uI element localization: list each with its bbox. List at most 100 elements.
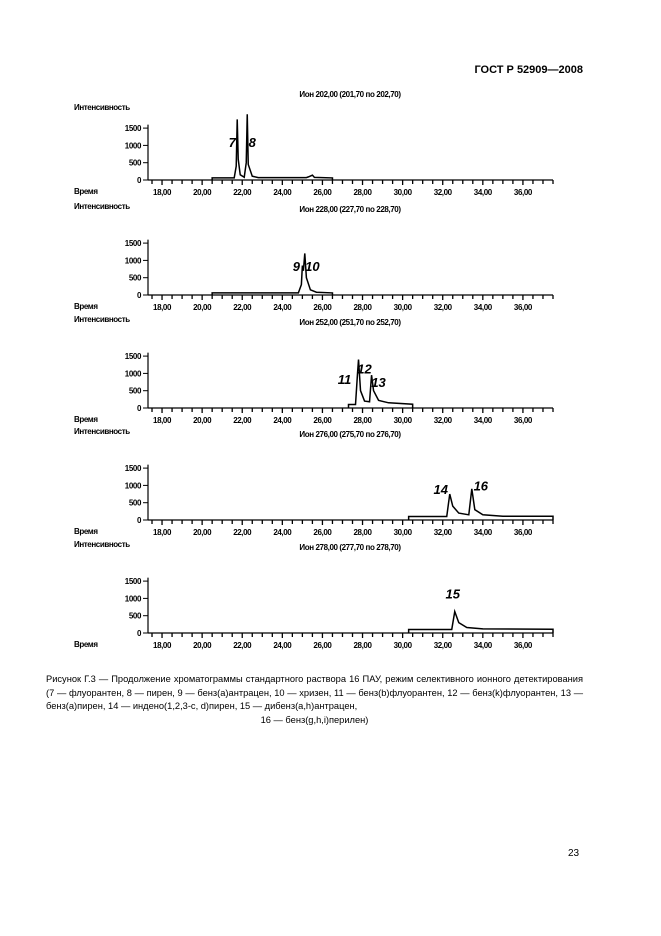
x-tick-label: 26,00 (313, 641, 332, 650)
y-axis-label: Интенсивность (74, 540, 130, 549)
peak-label: 7 (229, 135, 237, 150)
x-tick-label: 36,00 (514, 188, 533, 197)
peak-label: 11 (338, 372, 352, 387)
x-axis-label: Время (74, 187, 98, 196)
figure-caption: Рисунок Г.3 — Продолжение хроматограммы … (46, 673, 583, 727)
peak-label: 12 (357, 361, 372, 376)
x-tick-label: 18,00 (153, 416, 172, 425)
y-tick-label: 1000 (125, 594, 142, 603)
x-tick-label: 26,00 (313, 528, 332, 537)
y-tick-label: 1000 (125, 141, 142, 150)
x-tick-label: 34,00 (474, 188, 493, 197)
x-axis-label: Время (74, 415, 98, 424)
peak-label: 15 (446, 586, 461, 601)
x-tick-label: 28,00 (354, 188, 373, 197)
y-tick-label: 500 (129, 612, 142, 621)
y-tick-label: 0 (137, 404, 142, 413)
x-tick-label: 22,00 (233, 188, 252, 197)
x-axis-label: Время (74, 527, 98, 536)
y-axis-label: Интенсивность (74, 202, 130, 211)
x-tick-label: 24,00 (273, 303, 292, 312)
y-tick-label: 0 (137, 176, 142, 185)
x-tick-label: 24,00 (273, 528, 292, 537)
x-tick-label: 22,00 (233, 303, 252, 312)
x-tick-label: 36,00 (514, 303, 533, 312)
x-tick-label: 34,00 (474, 641, 493, 650)
x-tick-label: 28,00 (354, 416, 373, 425)
y-tick-label: 1500 (125, 239, 142, 248)
y-tick-label: 1000 (125, 481, 142, 490)
x-tick-label: 28,00 (354, 303, 373, 312)
x-tick-label: 30,00 (394, 528, 413, 537)
y-tick-label: 1500 (125, 352, 142, 361)
x-tick-label: 22,00 (233, 528, 252, 537)
x-tick-label: 26,00 (313, 416, 332, 425)
x-tick-label: 26,00 (313, 188, 332, 197)
x-tick-label: 20,00 (193, 528, 212, 537)
chart-title: Ион 278,00 (277,70 по 278,70) (299, 543, 401, 552)
x-tick-label: 18,00 (153, 303, 172, 312)
x-axis-label: Время (74, 302, 98, 311)
peak-label: 10 (305, 259, 320, 274)
x-tick-label: 24,00 (273, 641, 292, 650)
x-tick-label: 22,00 (233, 641, 252, 650)
x-tick-label: 26,00 (313, 303, 332, 312)
x-tick-label: 22,00 (233, 416, 252, 425)
x-tick-label: 30,00 (394, 188, 413, 197)
y-tick-label: 500 (129, 274, 142, 283)
x-tick-label: 32,00 (434, 641, 453, 650)
y-tick-label: 1500 (125, 577, 142, 586)
chromatogram-trace (211, 253, 334, 295)
x-tick-label: 18,00 (153, 188, 172, 197)
chromatogram-trace (211, 114, 334, 180)
x-tick-label: 32,00 (434, 188, 453, 197)
x-tick-label: 36,00 (514, 416, 533, 425)
x-axis-label: Время (74, 640, 98, 649)
x-tick-label: 18,00 (153, 641, 172, 650)
chromatogram-trace (347, 359, 414, 408)
y-tick-label: 1500 (125, 124, 142, 133)
y-axis-label: Интенсивность (74, 315, 130, 324)
y-tick-label: 1000 (125, 256, 142, 265)
x-tick-label: 24,00 (273, 416, 292, 425)
x-tick-label: 32,00 (434, 416, 453, 425)
x-tick-label: 28,00 (354, 641, 373, 650)
page-number: 23 (568, 848, 580, 859)
caption-text: Рисунок Г.3 — Продолжение хроматограммы … (46, 674, 583, 711)
x-tick-label: 30,00 (394, 416, 413, 425)
x-tick-label: 34,00 (474, 528, 493, 537)
chart-title: Ион 276,00 (275,70 по 276,70) (299, 430, 401, 439)
x-tick-label: 32,00 (434, 303, 453, 312)
y-tick-label: 500 (129, 159, 142, 168)
y-tick-label: 0 (137, 516, 142, 525)
x-tick-label: 30,00 (394, 641, 413, 650)
x-tick-label: 20,00 (193, 188, 212, 197)
peak-label: 14 (433, 482, 448, 497)
peak-label: 13 (371, 375, 386, 390)
x-tick-label: 24,00 (273, 188, 292, 197)
x-tick-label: 20,00 (193, 641, 212, 650)
x-tick-label: 20,00 (193, 303, 212, 312)
x-tick-label: 36,00 (514, 641, 533, 650)
x-tick-label: 20,00 (193, 416, 212, 425)
x-tick-label: 32,00 (434, 528, 453, 537)
peak-label: 8 (249, 135, 257, 150)
chromatogram-trace (407, 608, 554, 633)
chart-title: Ион 252,00 (251,70 по 252,70) (299, 318, 401, 327)
y-tick-label: 500 (129, 499, 142, 508)
x-tick-label: 36,00 (514, 528, 533, 537)
y-tick-label: 500 (129, 387, 142, 396)
peak-label: 9 (293, 259, 301, 274)
document-header: ГОСТ Р 52909—2008 (474, 64, 583, 76)
y-tick-label: 0 (137, 291, 142, 300)
x-tick-label: 30,00 (394, 303, 413, 312)
y-axis-label: Интенсивность (74, 103, 130, 112)
chart-title: Ион 202,00 (201,70 по 202,70) (299, 90, 401, 99)
y-axis-label: Интенсивность (74, 427, 130, 436)
chromatogram-trace (407, 488, 554, 520)
x-tick-label: 34,00 (474, 416, 493, 425)
x-tick-label: 34,00 (474, 303, 493, 312)
x-tick-label: 18,00 (153, 528, 172, 537)
